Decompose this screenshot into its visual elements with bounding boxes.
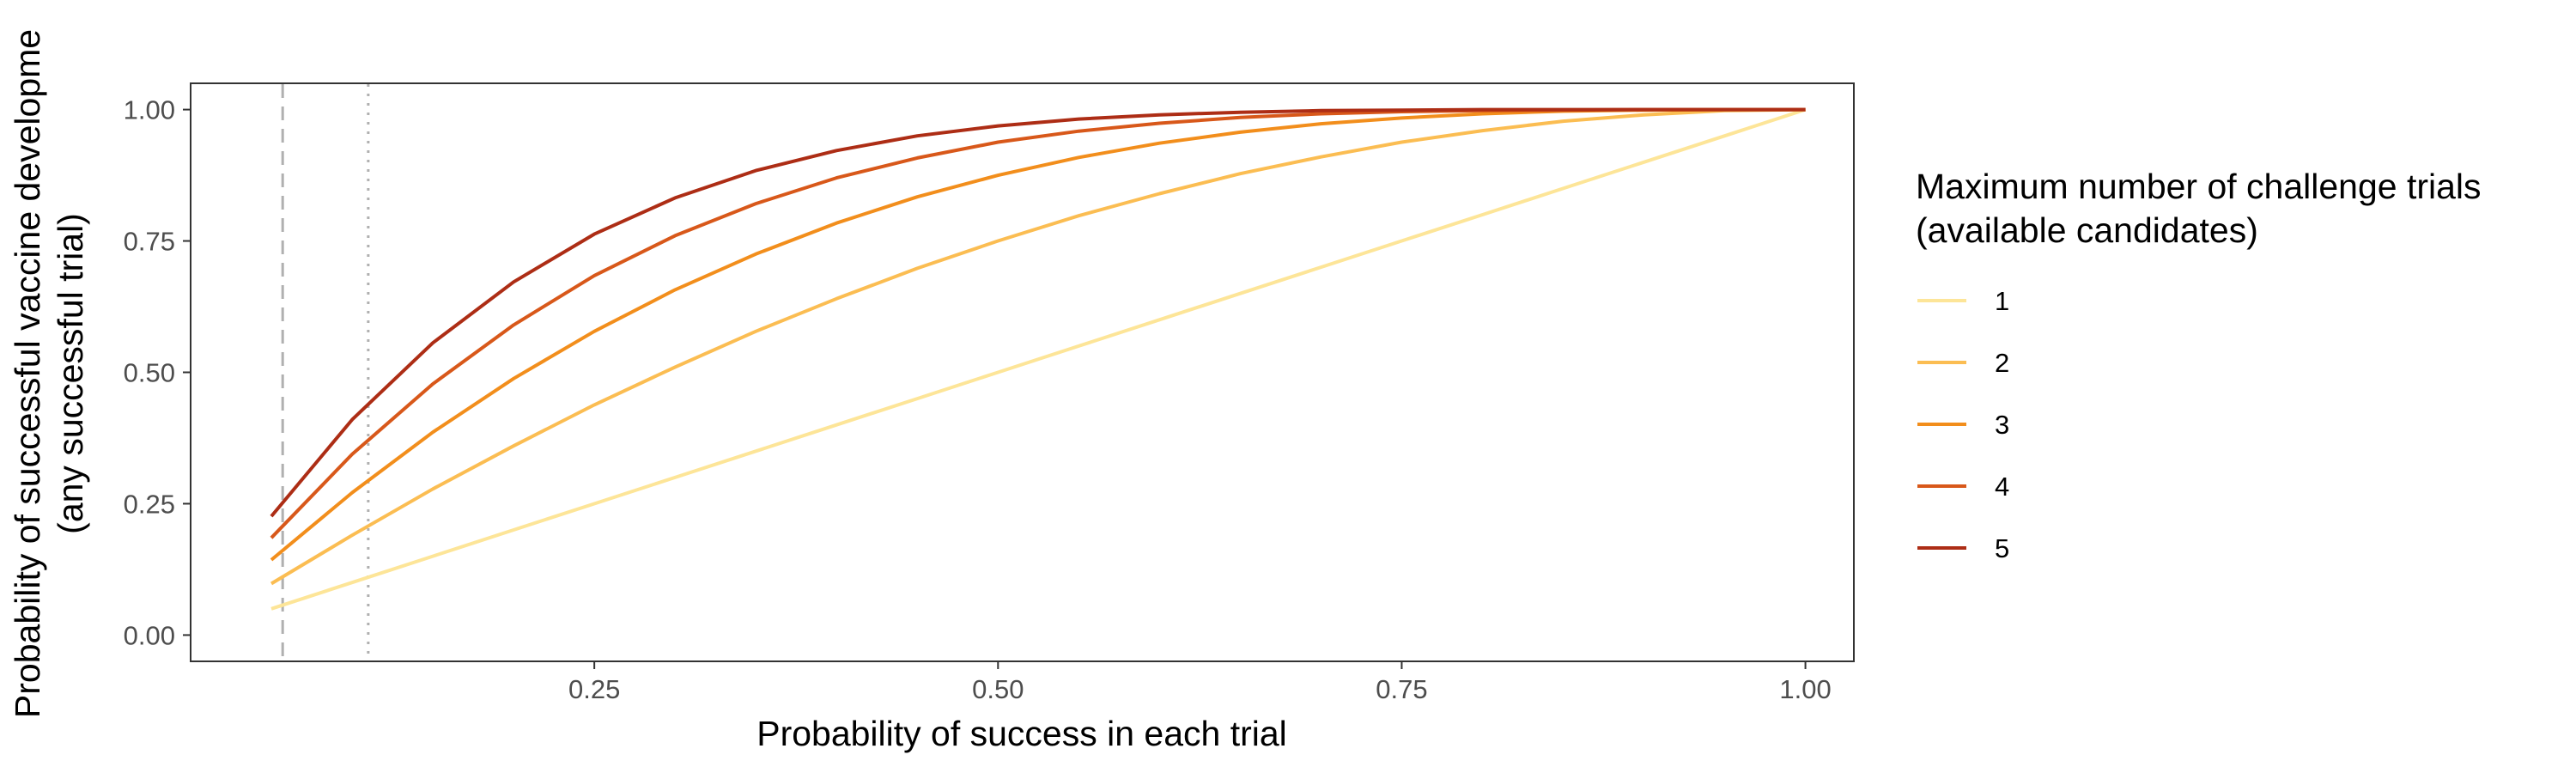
legend-label-4: 4	[1995, 472, 2009, 502]
legend-title-line1: Maximum number of challenge trials	[1916, 167, 2482, 206]
y-tick-label: 0.75	[124, 227, 175, 257]
legend: Maximum number of challenge trials (avai…	[1916, 167, 2482, 563]
plot-panel	[190, 82, 1855, 662]
x-axis-title: Probability of success in each trial	[756, 714, 1287, 753]
legend-label-2: 2	[1995, 348, 2009, 378]
x-tick-label: 0.25	[568, 674, 620, 704]
x-tick-label: 0.50	[972, 674, 1024, 704]
y-axis-title: Probability of successful vaccine develo…	[8, 29, 90, 718]
y-axis-title-line1: Probability of successful vaccine develo…	[8, 29, 47, 718]
x-axis: 0.25 0.50 0.75 1.00	[568, 661, 1832, 704]
legend-items: 1 2 3 4 5	[1917, 286, 2009, 563]
reference-lines	[281, 84, 370, 660]
series-line-2	[270, 107, 1806, 586]
y-axis-title-line2: (any successful trial)	[51, 213, 90, 534]
x-tick-label: 0.75	[1376, 674, 1427, 704]
series-line-5	[270, 107, 1806, 518]
y-tick-label: 0.50	[124, 358, 175, 388]
legend-label-1: 1	[1995, 286, 2009, 316]
x-tick-label: 1.00	[1779, 674, 1831, 704]
legend-label-5: 5	[1995, 533, 2009, 563]
legend-title-line2: (available candidates)	[1916, 210, 2258, 250]
y-tick-label: 1.00	[124, 95, 175, 125]
series-lines	[270, 107, 1807, 611]
y-axis: 0.00 0.25 0.50 0.75 1.00	[124, 95, 191, 650]
y-tick-label: 0.00	[124, 620, 175, 650]
series-line-1	[270, 107, 1807, 611]
y-tick-label: 0.25	[124, 489, 175, 519]
legend-label-3: 3	[1995, 410, 2009, 440]
